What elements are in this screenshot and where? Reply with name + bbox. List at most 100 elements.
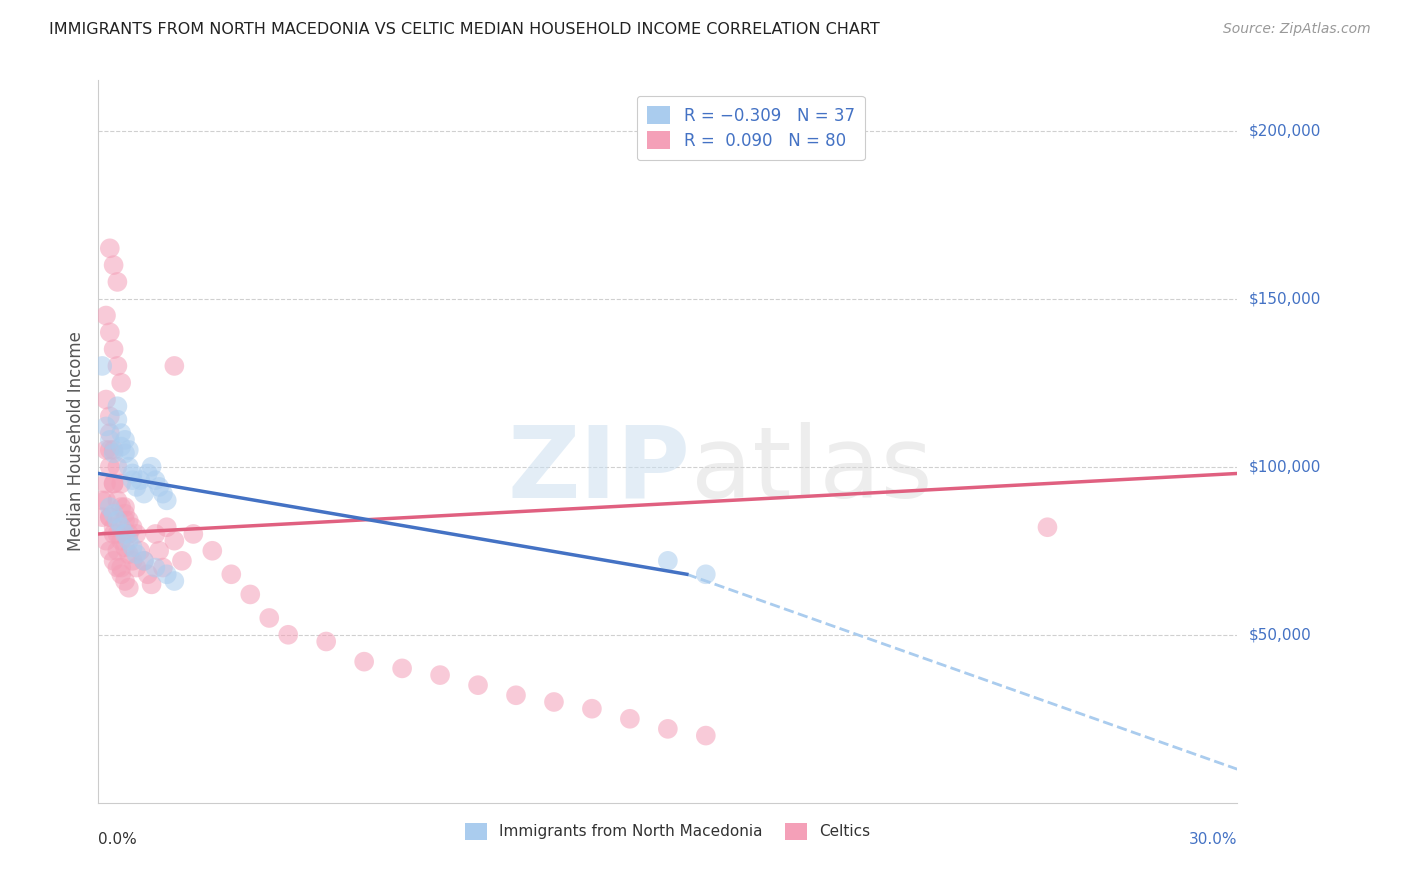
- Point: [136, 467, 159, 481]
- Point: [103, 527, 125, 541]
- Point: [163, 574, 186, 588]
- Point: [103, 507, 125, 521]
- Point: [121, 467, 143, 481]
- Point: [107, 459, 129, 474]
- Point: [98, 433, 121, 447]
- Point: [98, 409, 121, 424]
- Point: [98, 459, 121, 474]
- Point: [118, 459, 141, 474]
- Point: [110, 426, 132, 441]
- Point: [141, 577, 163, 591]
- Point: [145, 560, 167, 574]
- Point: [121, 541, 143, 555]
- Point: [152, 486, 174, 500]
- Point: [91, 493, 114, 508]
- Point: [107, 560, 129, 574]
- Point: [98, 510, 121, 524]
- Point: [148, 543, 170, 558]
- Point: [391, 661, 413, 675]
- Point: [201, 543, 224, 558]
- Point: [103, 446, 125, 460]
- Point: [505, 688, 527, 702]
- Point: [118, 533, 141, 548]
- Point: [657, 722, 679, 736]
- Point: [129, 473, 152, 487]
- Point: [183, 527, 205, 541]
- Point: [118, 527, 141, 541]
- Point: [110, 560, 132, 574]
- Point: [103, 476, 125, 491]
- Text: 0.0%: 0.0%: [98, 831, 138, 847]
- Point: [114, 574, 136, 588]
- Point: [94, 476, 117, 491]
- Point: [107, 493, 129, 508]
- Point: [132, 486, 155, 500]
- Point: [94, 493, 117, 508]
- Text: 30.0%: 30.0%: [1189, 831, 1237, 847]
- Point: [107, 359, 129, 373]
- Text: ZIP: ZIP: [508, 422, 690, 519]
- Point: [118, 581, 141, 595]
- Point: [145, 473, 167, 487]
- Point: [315, 634, 337, 648]
- Point: [114, 507, 136, 521]
- Point: [110, 440, 132, 454]
- Point: [145, 527, 167, 541]
- Point: [125, 480, 148, 494]
- Point: [98, 241, 121, 255]
- Text: $150,000: $150,000: [1249, 291, 1320, 306]
- Point: [98, 500, 121, 514]
- Point: [98, 442, 121, 457]
- Point: [91, 510, 114, 524]
- Text: $50,000: $50,000: [1249, 627, 1312, 642]
- Point: [118, 547, 141, 561]
- Point: [114, 500, 136, 514]
- Legend: Immigrants from North Macedonia, Celtics: Immigrants from North Macedonia, Celtics: [460, 817, 876, 846]
- Point: [107, 514, 129, 528]
- Point: [98, 426, 121, 441]
- Point: [132, 554, 155, 568]
- Point: [94, 533, 117, 548]
- Point: [91, 359, 114, 373]
- Point: [136, 567, 159, 582]
- Point: [94, 442, 117, 457]
- Point: [110, 376, 132, 390]
- Point: [125, 560, 148, 574]
- Point: [125, 547, 148, 561]
- Point: [94, 309, 117, 323]
- Point: [141, 459, 163, 474]
- Point: [132, 554, 155, 568]
- Point: [98, 543, 121, 558]
- Point: [239, 587, 262, 601]
- Point: [107, 527, 129, 541]
- Point: [114, 514, 136, 528]
- Point: [114, 527, 136, 541]
- Point: [121, 554, 143, 568]
- Point: [695, 567, 717, 582]
- Point: [695, 729, 717, 743]
- Point: [98, 326, 121, 340]
- Point: [114, 446, 136, 460]
- Point: [1036, 520, 1059, 534]
- Point: [156, 493, 179, 508]
- Point: [110, 520, 132, 534]
- Point: [114, 541, 136, 555]
- Point: [103, 342, 125, 356]
- Point: [107, 413, 129, 427]
- Point: [148, 480, 170, 494]
- Point: [118, 514, 141, 528]
- Text: IMMIGRANTS FROM NORTH MACEDONIA VS CELTIC MEDIAN HOUSEHOLD INCOME CORRELATION CH: IMMIGRANTS FROM NORTH MACEDONIA VS CELTI…: [49, 22, 880, 37]
- Text: $200,000: $200,000: [1249, 123, 1320, 138]
- Point: [221, 567, 243, 582]
- Point: [152, 560, 174, 574]
- Point: [429, 668, 451, 682]
- Point: [163, 533, 186, 548]
- Point: [94, 392, 117, 407]
- Point: [110, 567, 132, 582]
- Point: [107, 399, 129, 413]
- Point: [110, 476, 132, 491]
- Point: [103, 520, 125, 534]
- Point: [156, 520, 179, 534]
- Point: [467, 678, 489, 692]
- Point: [121, 473, 143, 487]
